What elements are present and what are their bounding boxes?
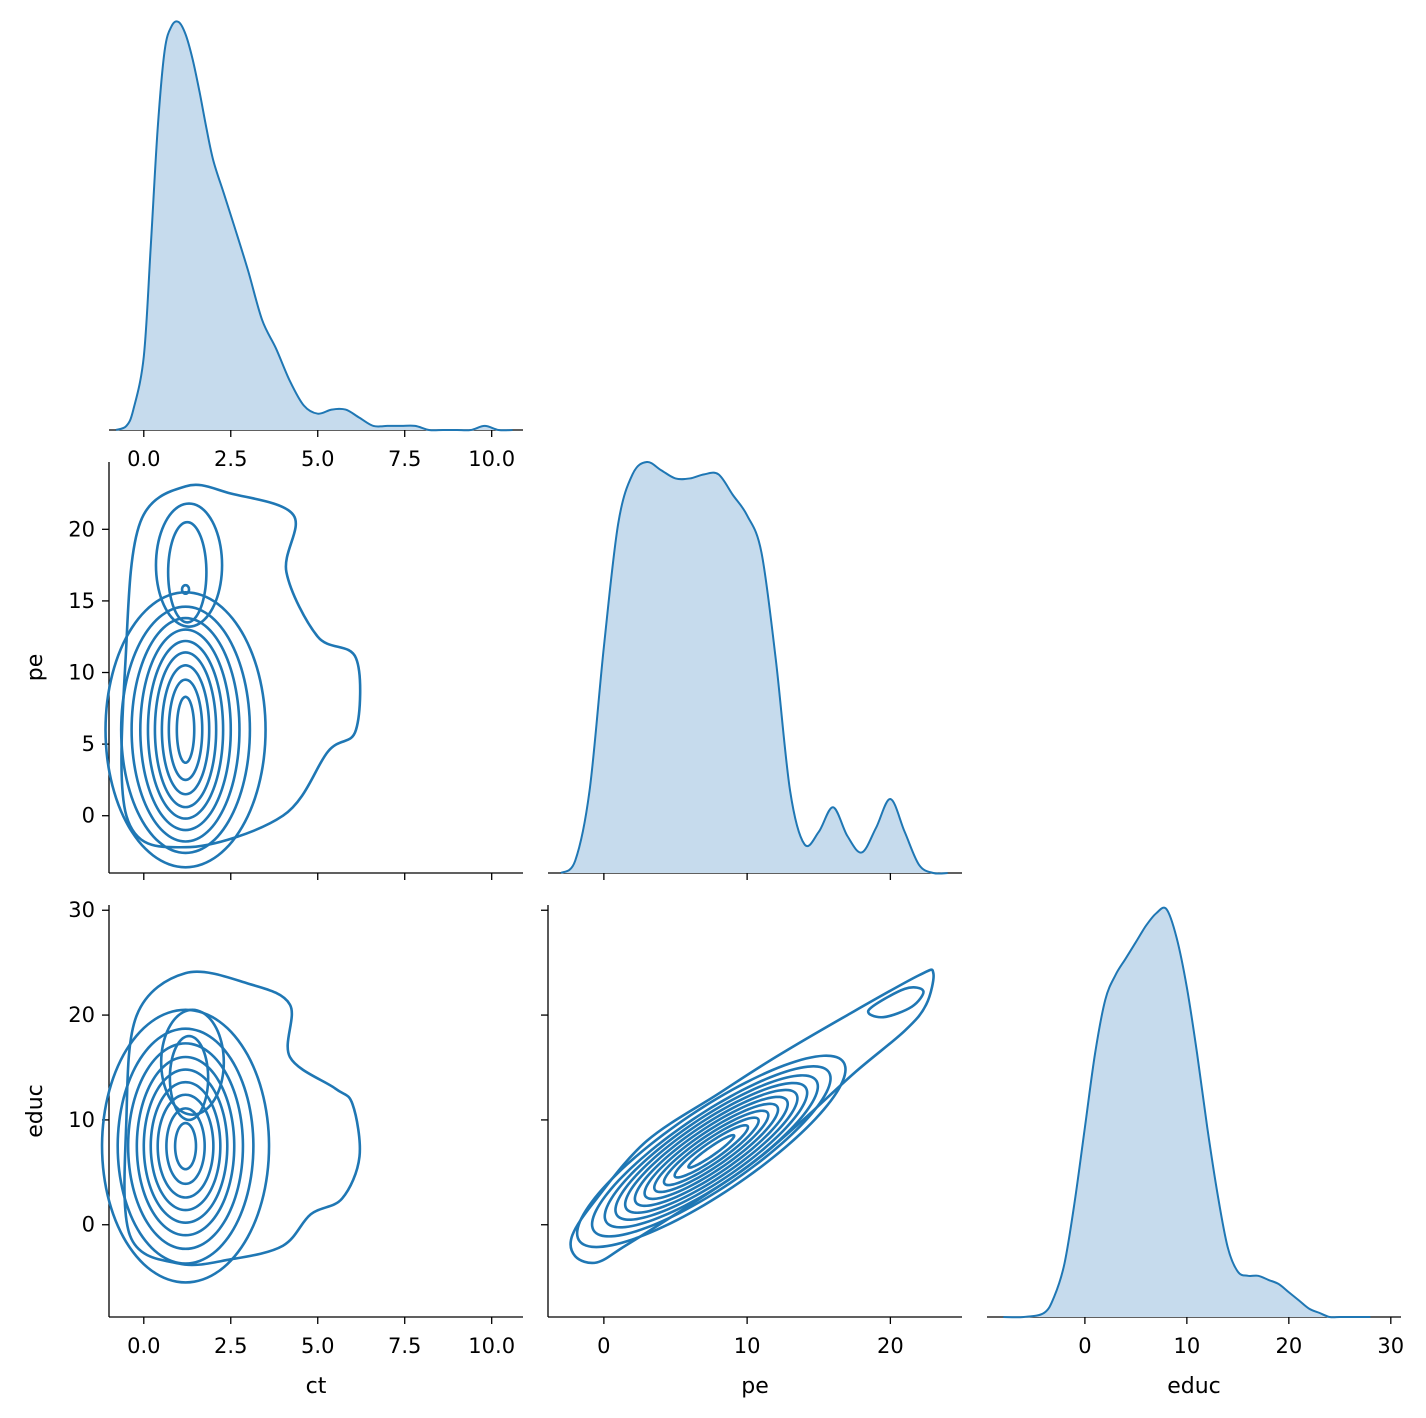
x-tick-label: 30 bbox=[1377, 1334, 1404, 1358]
kde-density-line bbox=[115, 20, 513, 432]
contour-level bbox=[126, 1042, 245, 1251]
contour-level bbox=[175, 695, 196, 765]
contour-outer-level bbox=[120, 483, 362, 849]
contour-level bbox=[167, 678, 204, 782]
contour-upper-lobe bbox=[180, 583, 191, 596]
x-tick-label: 5.0 bbox=[301, 447, 334, 471]
contour-level bbox=[153, 651, 218, 809]
y-axis-label: educ bbox=[23, 1084, 48, 1138]
contour-level bbox=[614, 1081, 809, 1221]
y-tick-label: 20 bbox=[68, 1003, 95, 1027]
contour-level bbox=[643, 1102, 780, 1201]
y-axis-label: pe bbox=[23, 654, 48, 682]
contour-level bbox=[116, 1027, 255, 1265]
x-tick-label: 0 bbox=[1078, 1334, 1091, 1358]
contour-outer-level bbox=[569, 968, 935, 1265]
y-tick-label: 0 bbox=[82, 804, 95, 828]
y-tick-label: 10 bbox=[68, 661, 95, 685]
contour-level bbox=[575, 1054, 847, 1249]
y-tick-label: 15 bbox=[68, 589, 95, 613]
contour-level bbox=[156, 1093, 215, 1199]
panel-ct-vs-educ-contour: 0.0 2.5 5.0 7.5 10.0 0 10 20 30 ct educ bbox=[23, 898, 523, 1399]
y-tick-label: 5 bbox=[82, 732, 95, 756]
panel-educ-kde: 0 10 20 30 educ bbox=[987, 906, 1404, 1399]
x-axis-label: educ bbox=[1167, 1374, 1221, 1399]
x-tick-label: 2.5 bbox=[214, 1334, 247, 1358]
y-tick-label: 20 bbox=[68, 517, 95, 541]
x-tick-label: 10.0 bbox=[468, 447, 515, 471]
y-tick-label: 10 bbox=[68, 1108, 95, 1132]
y-tick-label: 0 bbox=[82, 1213, 95, 1237]
contour-level bbox=[633, 1095, 790, 1208]
contour-level bbox=[662, 1116, 760, 1187]
contour-level bbox=[673, 1123, 750, 1179]
kde-density-line bbox=[560, 460, 948, 875]
x-tick-label: 10 bbox=[1173, 1334, 1200, 1358]
contour-level bbox=[146, 639, 225, 820]
contour-upper-lobe bbox=[159, 1008, 226, 1116]
contour-level bbox=[623, 1088, 799, 1215]
x-axis-label: ct bbox=[306, 1374, 327, 1399]
contour-level bbox=[160, 664, 211, 796]
contour-level bbox=[135, 1055, 236, 1237]
x-tick-label: 0.0 bbox=[127, 447, 160, 471]
x-axis-label: pe bbox=[741, 1374, 769, 1399]
contour-outer-level bbox=[123, 970, 362, 1267]
contour-level bbox=[139, 628, 233, 832]
contour-level bbox=[100, 1008, 271, 1284]
contour-level bbox=[652, 1109, 770, 1194]
contour-level bbox=[590, 1065, 832, 1238]
contour-upper-lobe bbox=[154, 502, 224, 628]
x-tick-label: 10 bbox=[734, 1334, 761, 1358]
y-tick-label: 30 bbox=[68, 898, 95, 922]
x-tick-label: 7.5 bbox=[388, 447, 421, 471]
contour-level bbox=[149, 1080, 222, 1212]
panel-pe-vs-educ-contour: 0 10 20 pe bbox=[541, 905, 962, 1399]
panel-ct-kde: 0.0 2.5 5.0 7.5 10.0 bbox=[109, 20, 523, 471]
contour-level bbox=[130, 616, 241, 843]
x-tick-label: 20 bbox=[877, 1334, 904, 1358]
contour-upper-lobe bbox=[166, 520, 208, 624]
x-tick-label: 7.5 bbox=[388, 1334, 421, 1358]
kde-density-fill bbox=[115, 21, 513, 431]
contour-level bbox=[104, 591, 267, 869]
panel-ct-vs-pe-contour: 0 5 10 15 20 pe bbox=[23, 462, 523, 880]
panel-pe-kde bbox=[548, 460, 962, 880]
x-tick-label: 0 bbox=[597, 1334, 610, 1358]
kde-density-fill bbox=[560, 461, 948, 874]
x-tick-label: 5.0 bbox=[301, 1334, 334, 1358]
kde-density-fill bbox=[1003, 907, 1371, 1318]
contour-level bbox=[142, 1068, 229, 1224]
x-tick-label: 20 bbox=[1275, 1334, 1302, 1358]
x-tick-label: 0.0 bbox=[127, 1334, 160, 1358]
x-tick-label: 2.5 bbox=[214, 447, 247, 471]
x-tick-label: 10.0 bbox=[468, 1334, 515, 1358]
kde-density-line bbox=[1003, 906, 1371, 1319]
contour-tail-loop bbox=[866, 986, 925, 1019]
contour-level bbox=[173, 1121, 198, 1171]
contour-level bbox=[687, 1133, 736, 1169]
